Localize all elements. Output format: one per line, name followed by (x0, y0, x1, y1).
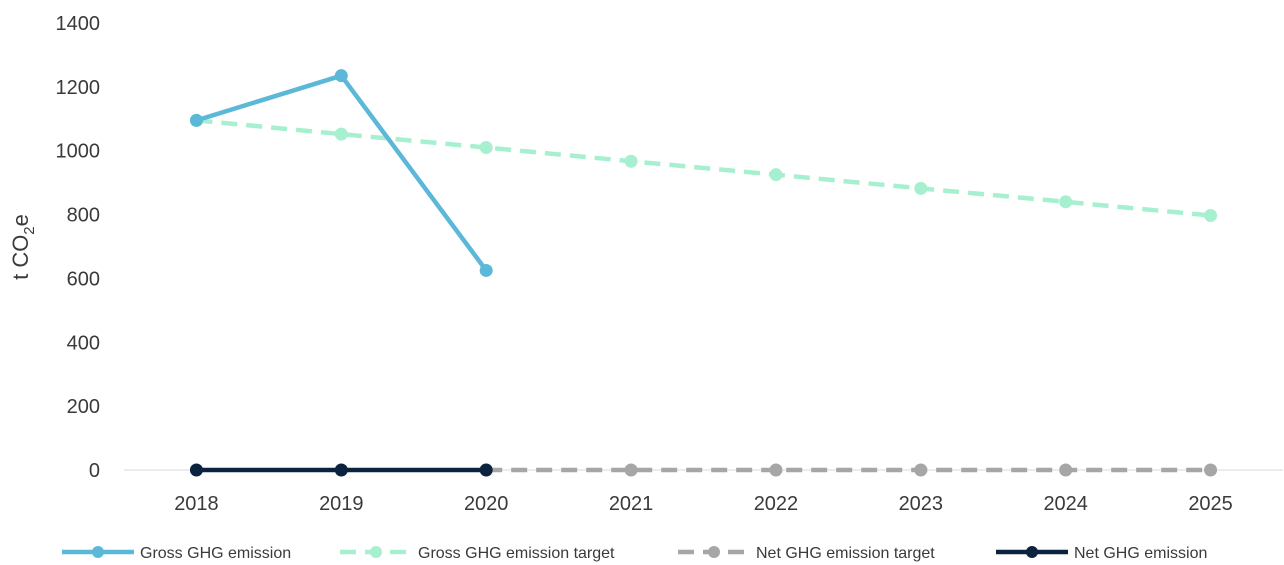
series-line (196, 118, 1211, 218)
data-point (334, 127, 348, 141)
series-layer (189, 69, 1218, 477)
legend-item: Net GHG emission (996, 545, 1207, 562)
data-point (1204, 463, 1218, 477)
x-tick-label: 2021 (609, 493, 654, 515)
series-line (194, 73, 489, 273)
legend-label: Gross GHG emission (140, 545, 291, 562)
data-point (1059, 463, 1073, 477)
data-point (914, 181, 928, 195)
legend-swatch-marker (370, 546, 382, 558)
y-axis-ticks: 0 200 400 600 800 1000 1200 1400 (56, 13, 101, 482)
data-point (1059, 195, 1073, 209)
x-tick-label: 2019 (319, 493, 364, 515)
x-tick-label: 2023 (899, 493, 944, 515)
data-point (334, 69, 348, 83)
data-point (769, 463, 783, 477)
data-point (769, 168, 783, 182)
data-point (624, 154, 638, 168)
data-point (479, 263, 493, 277)
data-point (189, 113, 203, 127)
y-tick-label: 1400 (56, 13, 101, 35)
x-tick-label: 2022 (754, 493, 799, 515)
legend-swatch-marker (1026, 546, 1038, 558)
y-axis-label: t CO2e (8, 214, 38, 280)
series-gross-ghg-emission (189, 69, 493, 277)
data-point (334, 463, 348, 477)
legend-item: Net GHG emission target (678, 545, 935, 562)
y-tick-label: 1200 (56, 77, 101, 99)
y-tick-label: 200 (67, 396, 100, 418)
legend: Gross GHG emission Gross GHG emission tar… (62, 545, 1207, 562)
legend-label: Gross GHG emission target (418, 545, 615, 562)
legend-item: Gross GHG emission (62, 545, 291, 562)
legend-swatch-marker (92, 546, 104, 558)
y-tick-label: 600 (67, 268, 100, 290)
y-tick-label: 1000 (56, 141, 101, 163)
data-point (1204, 209, 1218, 223)
x-tick-label: 2020 (464, 493, 509, 515)
y-tick-label: 0 (89, 460, 100, 482)
legend-swatch-marker (708, 546, 720, 558)
data-point (624, 463, 638, 477)
legend-label: Net GHG emission (1074, 545, 1207, 562)
y-tick-label: 800 (67, 205, 100, 227)
legend-label: Net GHG emission target (756, 545, 935, 562)
y-axis-title: t CO2e (8, 214, 38, 280)
x-tick-label: 2018 (174, 493, 219, 515)
data-point (189, 463, 203, 477)
data-point (479, 463, 493, 477)
series-gross-ghg-emission-target (189, 113, 1218, 223)
x-axis-ticks: 2018 2019 2020 2021 2022 2023 2024 2025 (174, 493, 1233, 515)
x-tick-label: 2024 (1043, 493, 1088, 515)
series-net-ghg-emission (189, 463, 493, 477)
data-point (914, 463, 928, 477)
data-point (479, 141, 493, 155)
legend-item: Gross GHG emission target (340, 545, 615, 562)
y-tick-label: 400 (67, 332, 100, 354)
x-tick-label: 2025 (1188, 493, 1233, 515)
